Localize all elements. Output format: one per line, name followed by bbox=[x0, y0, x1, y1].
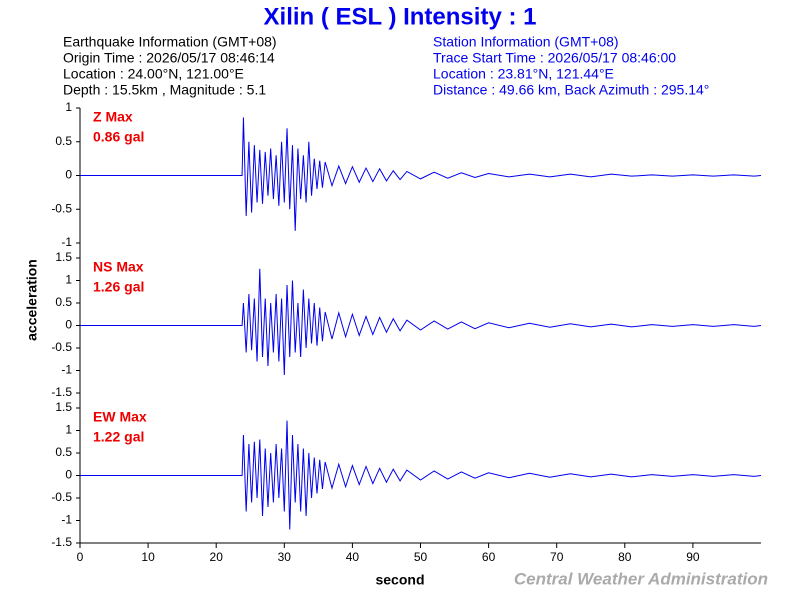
waveform bbox=[80, 268, 762, 376]
y-tick-label: -1 bbox=[61, 363, 72, 377]
chart-title: Xilin ( ESL ) Intensity : 1 bbox=[264, 3, 537, 30]
x-tick-label: 50 bbox=[414, 550, 428, 564]
y-tick-label: -0.5 bbox=[51, 490, 72, 504]
y-tick-label: 1.5 bbox=[55, 250, 72, 264]
y-tick-label: -0.5 bbox=[51, 340, 72, 354]
info-line: Distance : 49.66 km, Back Azimuth : 295.… bbox=[433, 82, 709, 98]
y-tick-label: 0.5 bbox=[55, 134, 72, 148]
info-line: Earthquake Information (GMT+08) bbox=[63, 34, 277, 50]
info-line: Depth : 15.5km , Magnitude : 5.1 bbox=[63, 82, 266, 98]
x-tick-label: 0 bbox=[77, 550, 84, 564]
annotation: 1.22 gal bbox=[93, 429, 144, 445]
x-tick-label: 40 bbox=[346, 550, 360, 564]
x-tick-label: 70 bbox=[550, 550, 564, 564]
x-tick-label: 30 bbox=[278, 550, 292, 564]
y-tick-label: 0.5 bbox=[55, 295, 72, 309]
annotation: NS Max bbox=[93, 259, 144, 275]
x-axis-label: second bbox=[375, 572, 424, 588]
y-tick-label: 0 bbox=[65, 318, 72, 332]
y-tick-label: 0 bbox=[65, 168, 72, 182]
info-line: Trace Start Time : 2026/05/17 08:46:00 bbox=[433, 50, 676, 66]
info-line: Origin Time : 2026/05/17 08:46:14 bbox=[63, 50, 275, 66]
info-line: Location : 23.81°N, 121.44°E bbox=[433, 66, 614, 82]
y-tick-label: -0.5 bbox=[51, 201, 72, 215]
y-tick-label: 1 bbox=[65, 273, 72, 287]
x-tick-label: 80 bbox=[618, 550, 632, 564]
annotation: 0.86 gal bbox=[93, 129, 144, 145]
y-tick-label: -1.5 bbox=[51, 385, 72, 399]
footer: Central Weather Administration bbox=[514, 569, 768, 588]
y-tick-label: 0.5 bbox=[55, 445, 72, 459]
y-tick-label: -1 bbox=[61, 235, 72, 249]
y-tick-label: 1 bbox=[65, 423, 72, 437]
x-tick-label: 20 bbox=[210, 550, 224, 564]
x-tick-label: 10 bbox=[141, 550, 155, 564]
y-tick-label: 1 bbox=[65, 100, 72, 114]
info-line: Station Information (GMT+08) bbox=[433, 34, 619, 50]
y-tick-label: 1.5 bbox=[55, 400, 72, 414]
info-line: Location : 24.00°N, 121.00°E bbox=[63, 66, 244, 82]
waveform bbox=[80, 117, 762, 231]
annotation: 1.26 gal bbox=[93, 279, 144, 295]
y-tick-label: 0 bbox=[65, 468, 72, 482]
y-tick-label: -1 bbox=[61, 513, 72, 527]
annotation: Z Max bbox=[93, 109, 133, 125]
x-tick-label: 90 bbox=[686, 550, 700, 564]
y-tick-label: -1.5 bbox=[51, 535, 72, 549]
y-axis-label: acceleration bbox=[24, 259, 40, 341]
waveform bbox=[80, 420, 762, 530]
annotation: EW Max bbox=[93, 409, 147, 425]
x-tick-label: 60 bbox=[482, 550, 496, 564]
